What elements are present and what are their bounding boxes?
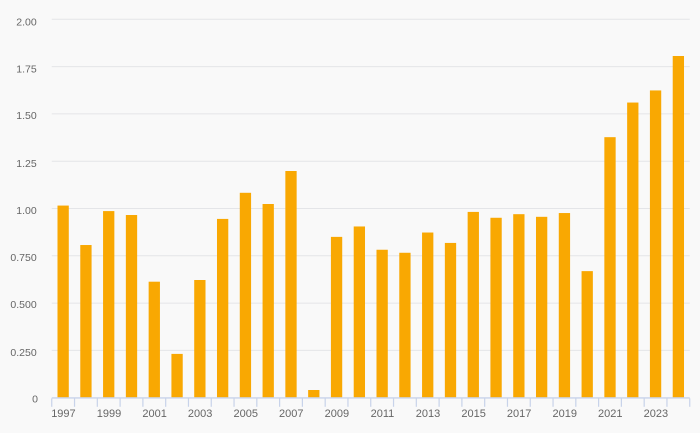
svg-text:2.00: 2.00 bbox=[16, 17, 37, 29]
svg-text:1997: 1997 bbox=[51, 408, 75, 420]
svg-text:2003: 2003 bbox=[188, 408, 212, 420]
svg-text:2019: 2019 bbox=[552, 408, 576, 420]
svg-text:2009: 2009 bbox=[325, 408, 349, 420]
svg-text:0.750: 0.750 bbox=[10, 252, 36, 264]
svg-text:0: 0 bbox=[32, 394, 38, 406]
svg-text:1.00: 1.00 bbox=[16, 205, 37, 217]
svg-text:2017: 2017 bbox=[507, 408, 531, 420]
svg-text:1.75: 1.75 bbox=[16, 64, 37, 76]
svg-text:1999: 1999 bbox=[97, 408, 121, 420]
svg-text:2021: 2021 bbox=[598, 408, 622, 420]
svg-text:2011: 2011 bbox=[371, 408, 395, 420]
svg-text:2005: 2005 bbox=[233, 408, 257, 420]
svg-text:2013: 2013 bbox=[416, 408, 440, 420]
svg-text:2001: 2001 bbox=[142, 408, 166, 420]
svg-text:2015: 2015 bbox=[461, 408, 485, 420]
svg-text:2007: 2007 bbox=[279, 408, 303, 420]
svg-text:0.250: 0.250 bbox=[10, 347, 36, 359]
svg-text:1.25: 1.25 bbox=[16, 158, 37, 170]
svg-text:0.500: 0.500 bbox=[10, 299, 36, 311]
svg-text:2023: 2023 bbox=[644, 408, 668, 420]
svg-text:1.50: 1.50 bbox=[16, 110, 37, 122]
